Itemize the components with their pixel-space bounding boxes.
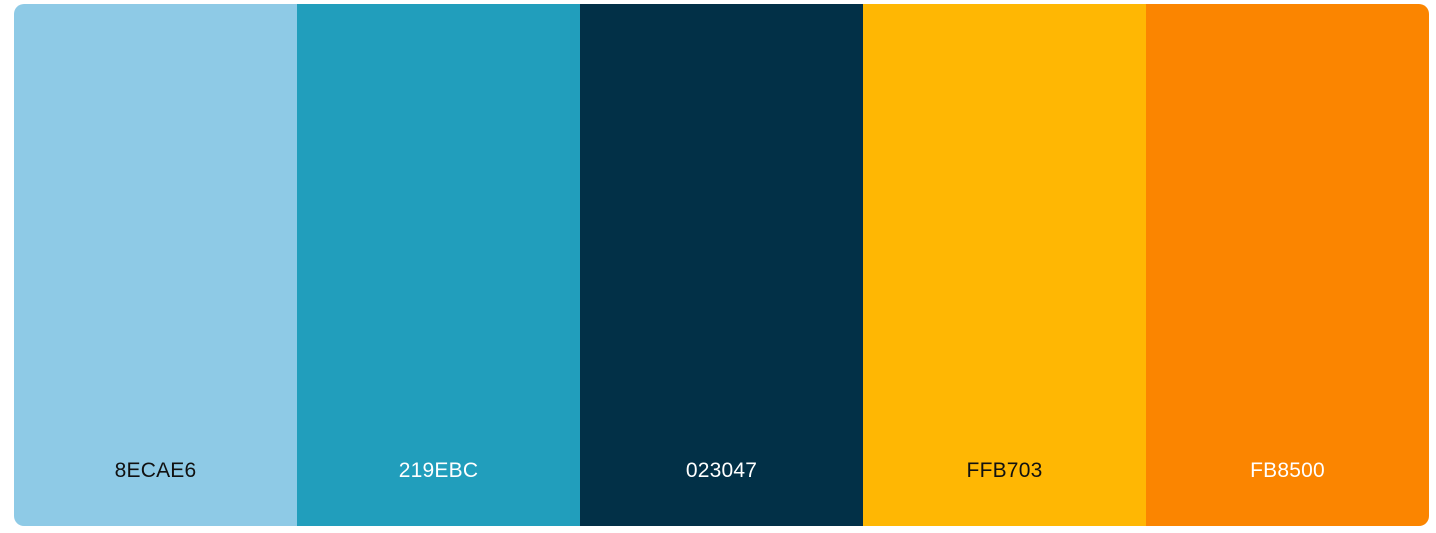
swatch-hex-label: FB8500 xyxy=(1250,459,1325,482)
swatch-hex-label: FFB703 xyxy=(966,459,1043,482)
color-swatch-5[interactable]: FB8500 xyxy=(1146,4,1429,526)
swatch-hex-label: 219EBC xyxy=(398,459,479,482)
color-palette: 8ECAE6 219EBC 023047 FFB703 FB8500 xyxy=(14,4,1429,526)
swatch-hex-label: 023047 xyxy=(685,459,758,482)
color-swatch-2[interactable]: 219EBC xyxy=(297,4,580,526)
color-swatch-4[interactable]: FFB703 xyxy=(863,4,1146,526)
color-swatch-1[interactable]: 8ECAE6 xyxy=(14,4,297,526)
color-swatch-3[interactable]: 023047 xyxy=(580,4,863,526)
swatch-hex-label: 8ECAE6 xyxy=(114,459,197,482)
